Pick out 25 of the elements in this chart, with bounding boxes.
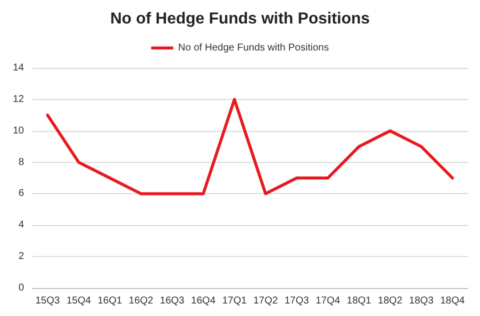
y-tick-label: 10: [12, 125, 24, 136]
y-tick-label: 14: [12, 62, 24, 74]
x-tick-label: 15Q4: [66, 296, 92, 306]
x-tick-label: 18Q2: [378, 296, 403, 306]
x-tick-label: 17Q1: [222, 296, 248, 306]
x-tick-label: 17Q3: [284, 296, 310, 306]
x-tick-label: 16Q4: [191, 296, 216, 306]
x-tick-label: 16Q1: [98, 296, 123, 306]
x-tick-label: 17Q2: [253, 296, 278, 306]
y-tick-label: 0: [18, 282, 24, 294]
x-tick-label: 17Q4: [316, 296, 341, 306]
x-tick-label: 18Q3: [409, 296, 434, 306]
y-tick-label: 12: [12, 94, 24, 105]
line-series: [46, 98, 454, 196]
x-tick-label: 16Q3: [160, 296, 185, 306]
y-tick-label: 8: [18, 156, 24, 168]
x-tick-label: 15Q3: [35, 296, 60, 306]
x-tick-label: 18Q1: [346, 296, 372, 306]
chart-title: No of Hedge Funds with Positions: [110, 10, 370, 28]
x-tick-label: 16Q2: [128, 296, 154, 306]
x-tick-label: 18Q4: [440, 296, 466, 306]
y-tick-label: 6: [18, 188, 24, 200]
y-tick-label: 4: [18, 220, 24, 231]
y-tick-label: 2: [18, 251, 24, 262]
legend-label: No of Hedge Funds with Positions: [178, 42, 329, 54]
